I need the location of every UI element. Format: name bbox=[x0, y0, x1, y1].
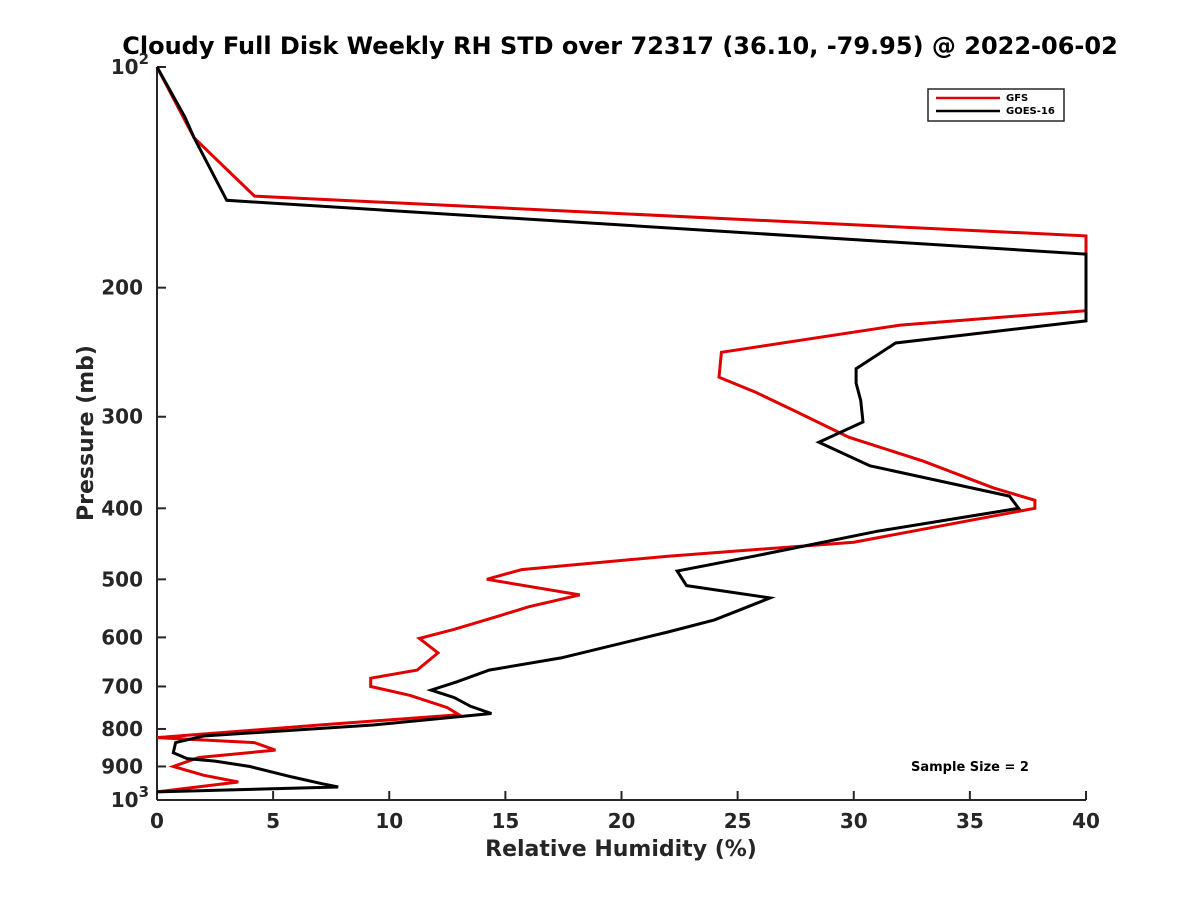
y-tick-label-base: 600 bbox=[101, 625, 143, 649]
sample-size-annotation: Sample Size = 2 bbox=[911, 760, 1029, 775]
axes bbox=[156, 67, 1086, 801]
x-tick-label: 35 bbox=[956, 809, 984, 833]
y-axis-label: Pressure (mb) bbox=[74, 345, 99, 521]
y-tick-label: 103 bbox=[111, 783, 149, 812]
y-tick-label-base: 500 bbox=[101, 567, 143, 591]
legend-label-gfs: GFS bbox=[1006, 93, 1028, 104]
x-tick-label: 20 bbox=[608, 809, 636, 833]
y-tick-label: 800 bbox=[101, 717, 143, 741]
x-tick-label: 5 bbox=[266, 809, 280, 833]
x-tick-label: 0 bbox=[150, 809, 164, 833]
y-tick-label-base: 10 bbox=[111, 55, 139, 79]
x-tick-label: 30 bbox=[840, 809, 868, 833]
y-tick-label: 700 bbox=[101, 674, 143, 698]
series-line-goes16 bbox=[155, 66, 1088, 794]
legend: GFS GOES-16 bbox=[927, 88, 1065, 122]
series-line-gfs bbox=[155, 66, 1088, 794]
y-tick-label: 900 bbox=[101, 754, 143, 778]
series-group bbox=[155, 66, 1088, 794]
y-tick-label: 300 bbox=[101, 405, 143, 429]
x-tick-label: 10 bbox=[375, 809, 403, 833]
legend-box bbox=[927, 88, 1065, 122]
x-tick-label: 25 bbox=[724, 809, 752, 833]
y-tick-label-base: 900 bbox=[101, 754, 143, 778]
x-tick-label: 15 bbox=[491, 809, 519, 833]
x-tick-label: 40 bbox=[1072, 809, 1100, 833]
y-tick-label-base: 10 bbox=[111, 788, 139, 812]
x-ticks: 0 5 10 15 20 25 30 35 40 bbox=[150, 791, 1100, 833]
y-tick-label: 600 bbox=[101, 625, 143, 649]
legend-label-goes16: GOES-16 bbox=[1006, 106, 1055, 117]
y-tick-label: 500 bbox=[101, 567, 143, 591]
y-tick-label-base: 300 bbox=[101, 405, 143, 429]
y-tick-label: 200 bbox=[101, 276, 143, 300]
y-tick-label-exponent: 2 bbox=[139, 50, 149, 68]
y-tick-label-base: 400 bbox=[101, 496, 143, 520]
y-tick-label-base: 700 bbox=[101, 674, 143, 698]
y-tick-label-base: 800 bbox=[101, 717, 143, 741]
y-tick-label: 400 bbox=[101, 496, 143, 520]
x-axis-label: Relative Humidity (%) bbox=[485, 837, 757, 862]
y-tick-label: 102 bbox=[111, 50, 149, 79]
y-tick-label-base: 200 bbox=[101, 276, 143, 300]
chart-title: Cloudy Full Disk Weekly RH STD over 7231… bbox=[122, 32, 1118, 60]
y-tick-label-exponent: 3 bbox=[139, 783, 149, 801]
